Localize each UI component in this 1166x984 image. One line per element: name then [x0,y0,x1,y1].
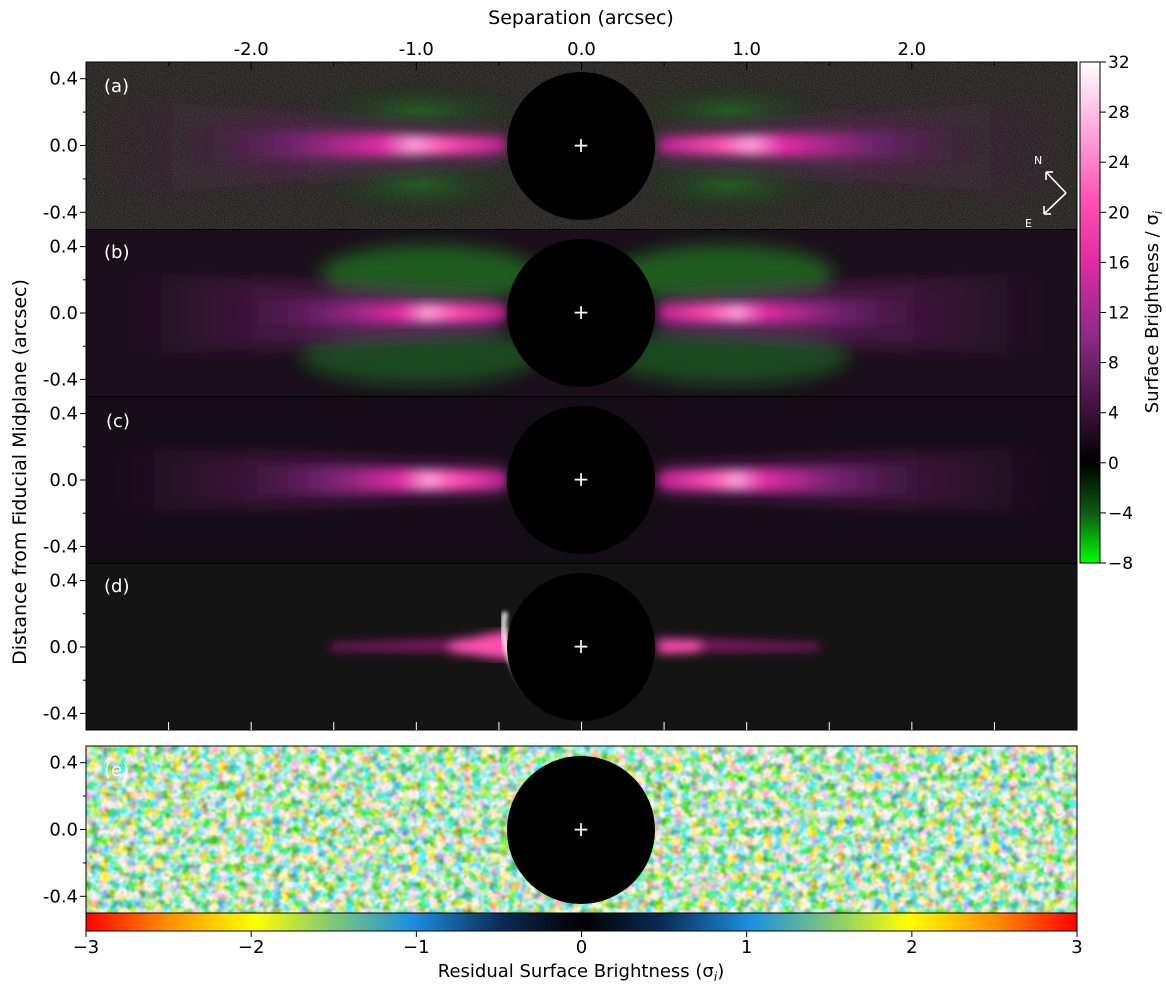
left-axis-tick-label: 0.0 [49,136,78,157]
residual-colorbar-fill [85,912,1078,932]
sb-colorbar-fill [1079,61,1101,564]
left-axis-ticks: 0.4 0.0 -0.4 0.4 0.0 -0.4 0.4 0.0 -0.4 0.4 0.0 -0.4… [43,69,86,907]
residual-colorbar-title-close: ) [717,961,724,982]
residual-colorbar-tick-label: −2 [238,937,265,958]
left-axis-title: Distance from Fiducial Midplane (arcsec) [9,279,31,665]
panel-label-b: (b) [104,242,129,263]
left-axis-tick-label: 0.0 [49,470,78,491]
sb-colorbar-tick-label: 24 [1108,153,1130,173]
center-marker-e: + [573,817,590,841]
top-axis-ticks: -2.0 -1.0 0.0 1.0 2.0 [168,39,995,730]
residual-colorbar-tick-label: −3 [73,937,100,958]
residual-colorbar-title-sub: i [714,970,718,984]
left-axis-tick-label: -0.4 [43,886,78,907]
left-axis-tick-label: 0.4 [49,571,78,592]
residual-colorbar: −3 −2 −1 0 1 2 3 Residual Surface Brightness (… [73,912,1083,984]
residual-colorbar-title-main: Residual Surface Brightness (σ [438,961,714,982]
left-axis-tick-label: 0.0 [49,637,78,658]
sb-colorbar-title-main: Surface Brightness / σ [1142,214,1163,413]
residual-colorbar-title: Residual Surface Brightness (σi) [438,961,724,984]
left-axis-tick-label: 0.4 [49,404,78,425]
residual-colorbar-tick-label: 1 [741,937,752,958]
center-marker-a: + [573,133,590,157]
sb-colorbar-tick-label: 16 [1108,253,1130,273]
star-center-markers: + + + + + [573,133,590,841]
sb-colorbar-tick-label: 20 [1108,203,1130,223]
left-axis-tick-label: -0.4 [43,536,78,557]
sb-colorbar-title: Surface Brightness / σi [1142,210,1165,413]
residual-colorbar-tick-label: 3 [1071,937,1082,958]
top-axis: -2.0 -1.0 0.0 1.0 2.0 Separation (arcsec) [168,7,995,730]
top-axis-tick-label: 2.0 [898,39,927,60]
occulting-masks [507,72,655,904]
sb-colorbar-tick-label: 12 [1108,304,1130,324]
left-axis: 0.4 0.0 -0.4 0.4 0.0 -0.4 0.4 0.0 -0.4 0.4 0.0 -0.4… [9,69,86,907]
residual-colorbar-tick-label: 0 [576,937,587,958]
left-axis-tick-label: 0.4 [49,237,78,258]
top-axis-tick-label: 1.0 [732,39,761,60]
left-axis-tick-label: 0.0 [49,303,78,324]
top-axis-tick-label: 0.0 [567,39,596,60]
sb-colorbar-tick-label: 4 [1108,404,1119,424]
left-axis-tick-label: -0.4 [43,703,78,724]
sb-colorbar-title-sub: i [1151,210,1165,214]
sb-colorbar-tick-label: 32 [1108,53,1130,73]
residual-colorbar-tick-label: −1 [403,937,430,958]
panel-label-d: (d) [104,576,129,597]
sb-colorbar: 32 28 24 20 16 12 8 4 0 −4 −8 Surface Brightness /… [1079,53,1165,574]
compass-east-label: E [1025,217,1032,230]
left-axis-tick-label: -0.4 [43,369,78,390]
top-axis-tick-label: -1.0 [399,39,434,60]
sb-colorbar-tick-label: 0 [1108,454,1119,474]
residual-colorbar-ticks: −3 −2 −1 0 1 2 3 [73,931,1083,958]
sb-colorbar-ticks: 32 28 24 20 16 12 8 4 0 −4 −8 [1100,53,1133,574]
panel-label-a: (a) [104,76,129,97]
center-marker-d: + [573,634,590,658]
sb-colorbar-tick-label: −4 [1108,504,1133,524]
panel-label-c: (c) [106,411,130,432]
panel-label-e: (e) [104,760,129,781]
left-axis-tick-label: 0.4 [49,753,78,774]
sb-colorbar-tick-label: 28 [1108,103,1130,123]
sb-colorbar-tick-label: −8 [1108,554,1133,574]
top-axis-title: Separation (arcsec) [488,7,674,29]
left-axis-tick-label: 0.4 [49,69,78,90]
center-marker-b: + [573,300,590,324]
left-axis-tick-label: -0.4 [43,202,78,223]
compass-rose: N E [1025,154,1067,230]
top-axis-tick-label: -2.0 [234,39,269,60]
compass-north-label: N [1034,154,1042,167]
sb-colorbar-tick-label: 8 [1108,354,1119,374]
center-marker-c: + [573,467,590,491]
residual-colorbar-tick-label: 2 [906,937,917,958]
panel-labels: (a) (b) (c) (d) (e) [104,76,130,781]
left-axis-tick-label: 0.0 [49,820,78,841]
